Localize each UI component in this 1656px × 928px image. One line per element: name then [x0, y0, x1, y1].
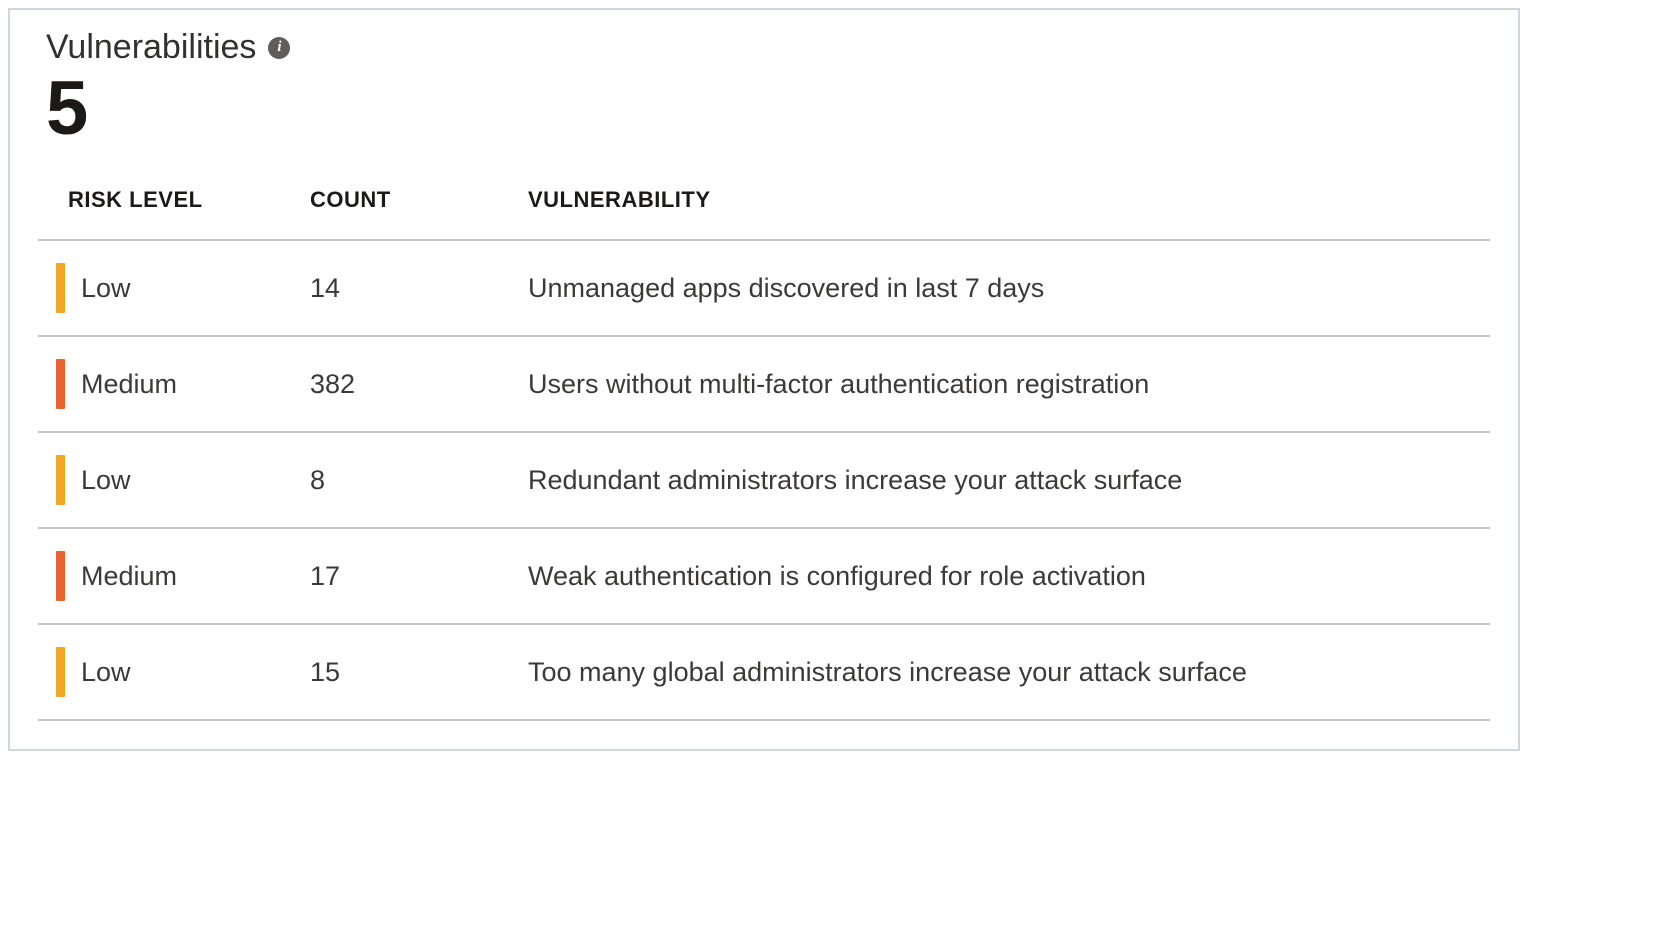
risk-level-label: Low [81, 657, 131, 688]
risk-indicator-bar [56, 647, 65, 697]
table-row[interactable]: Low 8 Redundant administrators increase … [38, 432, 1490, 528]
risk-indicator-bar [56, 455, 65, 505]
risk-level-label: Low [81, 273, 131, 304]
cell-count: 17 [298, 528, 508, 624]
title-row: Vulnerabilities i [46, 28, 1490, 67]
risk-indicator-bar [56, 551, 65, 601]
panel-title: Vulnerabilities [46, 28, 256, 67]
cell-vulnerability: Users without multi-factor authenticatio… [508, 336, 1490, 432]
col-header-count[interactable]: COUNT [298, 165, 508, 240]
total-count: 5 [46, 73, 1490, 145]
cell-count: 382 [298, 336, 508, 432]
cell-vulnerability: Unmanaged apps discovered in last 7 days [508, 240, 1490, 336]
col-header-vulnerability[interactable]: VULNERABILITY [508, 165, 1490, 240]
cell-vulnerability: Weak authentication is configured for ro… [508, 528, 1490, 624]
risk-indicator-bar [56, 359, 65, 409]
risk-level-label: Medium [81, 369, 177, 400]
table-area: RISK LEVEL COUNT VULNERABILITY Low 14 Un… [10, 165, 1518, 749]
risk-level-label: Low [81, 465, 131, 496]
table-row[interactable]: Medium 17 Weak authentication is configu… [38, 528, 1490, 624]
cell-risk: Low [38, 240, 298, 336]
col-header-risk[interactable]: RISK LEVEL [38, 165, 298, 240]
table-row[interactable]: Medium 382 Users without multi-factor au… [38, 336, 1490, 432]
cell-risk: Low [38, 432, 298, 528]
cell-risk: Low [38, 624, 298, 720]
table-row[interactable]: Low 14 Unmanaged apps discovered in last… [38, 240, 1490, 336]
risk-indicator-bar [56, 263, 65, 313]
risk-level-label: Medium [81, 561, 177, 592]
cell-risk: Medium [38, 336, 298, 432]
cell-vulnerability: Redundant administrators increase your a… [508, 432, 1490, 528]
cell-vulnerability: Too many global administrators increase … [508, 624, 1490, 720]
info-icon[interactable]: i [268, 37, 290, 59]
cell-count: 14 [298, 240, 508, 336]
table-row[interactable]: Low 15 Too many global administrators in… [38, 624, 1490, 720]
vulnerabilities-panel: Vulnerabilities i 5 RISK LEVEL COUNT VUL… [8, 8, 1520, 751]
table-header-row: RISK LEVEL COUNT VULNERABILITY [38, 165, 1490, 240]
cell-risk: Medium [38, 528, 298, 624]
vulnerabilities-table: RISK LEVEL COUNT VULNERABILITY Low 14 Un… [38, 165, 1490, 721]
cell-count: 8 [298, 432, 508, 528]
cell-count: 15 [298, 624, 508, 720]
panel-header: Vulnerabilities i 5 [10, 10, 1518, 165]
